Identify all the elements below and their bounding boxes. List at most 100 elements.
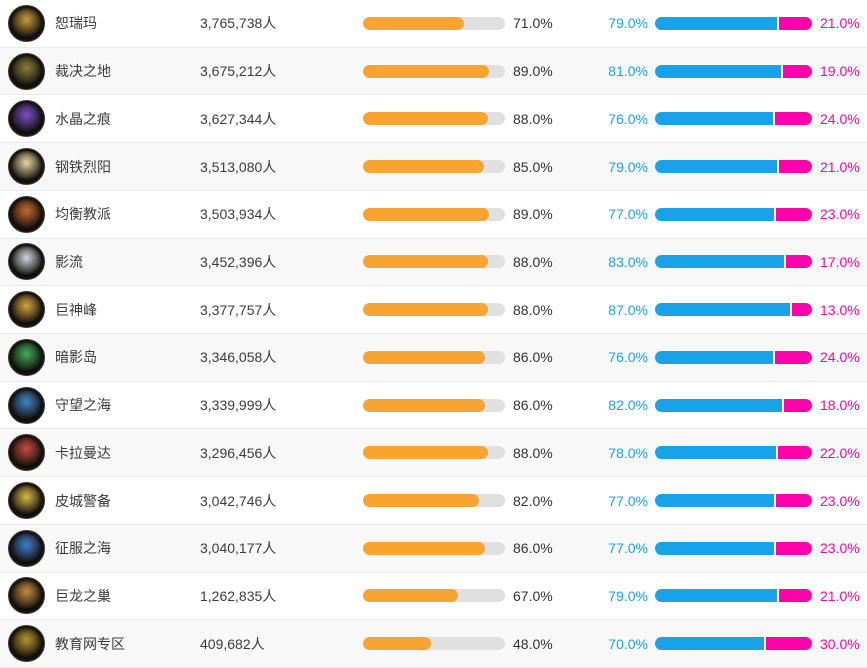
blue-bar-segment xyxy=(655,637,764,651)
orange-bar-track xyxy=(363,541,505,555)
server-icon-art xyxy=(11,198,42,230)
orange-bar-percent: 89.0% xyxy=(513,206,553,223)
server-icon-cell xyxy=(0,148,55,186)
table-row: 钢铁烈阳 3,513,080人 85.0% 79.0% 21.0% xyxy=(0,143,867,191)
blue-bar-segment xyxy=(655,64,781,78)
population-count: 3,296,456人 xyxy=(200,444,277,461)
blue-percent: 77.0% xyxy=(608,540,648,557)
server-icon-art xyxy=(11,628,42,660)
server-icon-cell xyxy=(0,577,55,615)
orange-bar-track xyxy=(363,350,505,364)
orange-bar-percent: 88.0% xyxy=(513,110,553,127)
pink-bar-segment xyxy=(776,494,812,508)
table-row: 教育网专区 409,682人 48.0% 70.0% 30.0% xyxy=(0,620,867,668)
orange-bar-track xyxy=(363,398,505,412)
server-icon xyxy=(8,482,45,520)
orange-bar-track xyxy=(363,64,505,78)
pink-bar-segment xyxy=(782,64,812,78)
server-icon-cell xyxy=(0,386,55,424)
server-name: 守望之海 xyxy=(55,397,111,414)
pink-percent: 24.0% xyxy=(820,349,860,366)
orange-bar-percent: 67.0% xyxy=(513,587,553,604)
blue-bar-segment xyxy=(655,350,773,364)
table-row: 均衡教派 3,503,934人 89.0% 77.0% 23.0% xyxy=(0,190,867,239)
population-count: 3,765,738人 xyxy=(200,15,277,32)
blue-percent: 81.0% xyxy=(608,63,648,80)
pink-bar-segment xyxy=(791,303,812,317)
blue-pink-bar xyxy=(655,494,812,508)
blue-bar-segment xyxy=(655,255,784,269)
population-count: 3,339,999人 xyxy=(200,397,277,414)
orange-bar-track xyxy=(363,303,505,317)
pink-percent: 21.0% xyxy=(820,587,860,604)
orange-bar-track xyxy=(363,160,505,174)
orange-bar-percent: 86.0% xyxy=(513,397,553,414)
blue-pink-bar xyxy=(655,207,812,221)
orange-bar-fill xyxy=(363,541,486,555)
pink-bar-segment xyxy=(774,112,812,126)
orange-bar-track xyxy=(363,255,505,269)
server-icon-cell xyxy=(0,625,55,663)
blue-pink-bar xyxy=(655,398,812,412)
orange-bar-percent: 89.0% xyxy=(513,63,553,80)
server-name: 水晶之痕 xyxy=(55,110,111,127)
server-icon-cell xyxy=(0,529,55,567)
server-icon-art xyxy=(11,151,42,183)
pink-percent: 30.0% xyxy=(820,635,860,652)
blue-pink-bar xyxy=(655,64,812,78)
population-count: 3,513,080人 xyxy=(200,158,277,175)
table-row: 卡拉曼达 3,296,456人 88.0% 78.0% 22.0% xyxy=(0,429,867,478)
orange-bar-percent: 48.0% xyxy=(513,635,553,652)
server-name: 巨神峰 xyxy=(55,301,97,318)
blue-pink-bar xyxy=(655,637,812,651)
blue-pink-bar xyxy=(655,446,812,460)
pink-percent: 23.0% xyxy=(820,206,860,223)
orange-bar-fill xyxy=(363,589,459,603)
server-icon-art xyxy=(11,389,42,421)
blue-bar-segment xyxy=(655,160,778,174)
server-icon-cell xyxy=(0,338,55,376)
orange-bar-percent: 86.0% xyxy=(513,540,553,557)
pink-percent: 17.0% xyxy=(820,253,860,270)
blue-bar-segment xyxy=(655,16,778,30)
pink-bar-segment xyxy=(774,350,812,364)
server-icon-art xyxy=(11,103,42,135)
pink-percent: 19.0% xyxy=(820,63,860,80)
population-count: 3,042,746人 xyxy=(200,492,277,509)
pink-bar-segment xyxy=(785,255,812,269)
blue-pink-bar xyxy=(655,255,812,269)
table-row: 皮城警备 3,042,746人 82.0% 77.0% 23.0% xyxy=(0,477,867,525)
server-icon xyxy=(8,386,45,424)
server-icon xyxy=(8,4,45,42)
server-icon-art xyxy=(11,437,42,469)
server-icon-cell xyxy=(0,4,55,42)
server-icon-cell xyxy=(0,243,55,281)
orange-bar-track xyxy=(363,494,505,508)
server-icon-art xyxy=(11,246,42,278)
blue-pink-bar xyxy=(655,160,812,174)
orange-bar-percent: 88.0% xyxy=(513,444,553,461)
orange-bar-fill xyxy=(363,112,488,126)
blue-bar-segment xyxy=(655,112,773,126)
orange-bar-track xyxy=(363,637,505,651)
pink-bar-segment xyxy=(776,207,812,221)
population-count: 3,675,212人 xyxy=(200,63,277,80)
table-row: 暗影岛 3,346,058人 86.0% 76.0% 24.0% xyxy=(0,334,867,382)
server-icon-art xyxy=(11,294,42,326)
table-row: 裁决之地 3,675,212人 89.0% 81.0% 19.0% xyxy=(0,47,867,96)
orange-bar-fill xyxy=(363,398,486,412)
blue-percent: 87.0% xyxy=(608,301,648,318)
server-name: 教育网专区 xyxy=(55,635,125,652)
population-count: 409,682人 xyxy=(200,635,265,652)
pink-percent: 21.0% xyxy=(820,15,860,32)
server-icon-art xyxy=(11,55,42,87)
blue-bar-segment xyxy=(655,303,790,317)
blue-percent: 76.0% xyxy=(608,349,648,366)
server-icon-cell xyxy=(0,291,55,329)
population-count: 3,377,757人 xyxy=(200,301,277,318)
server-name: 均衡教派 xyxy=(55,206,111,223)
blue-bar-segment xyxy=(655,541,775,555)
server-icon xyxy=(8,625,45,663)
population-count: 3,346,058人 xyxy=(200,349,277,366)
